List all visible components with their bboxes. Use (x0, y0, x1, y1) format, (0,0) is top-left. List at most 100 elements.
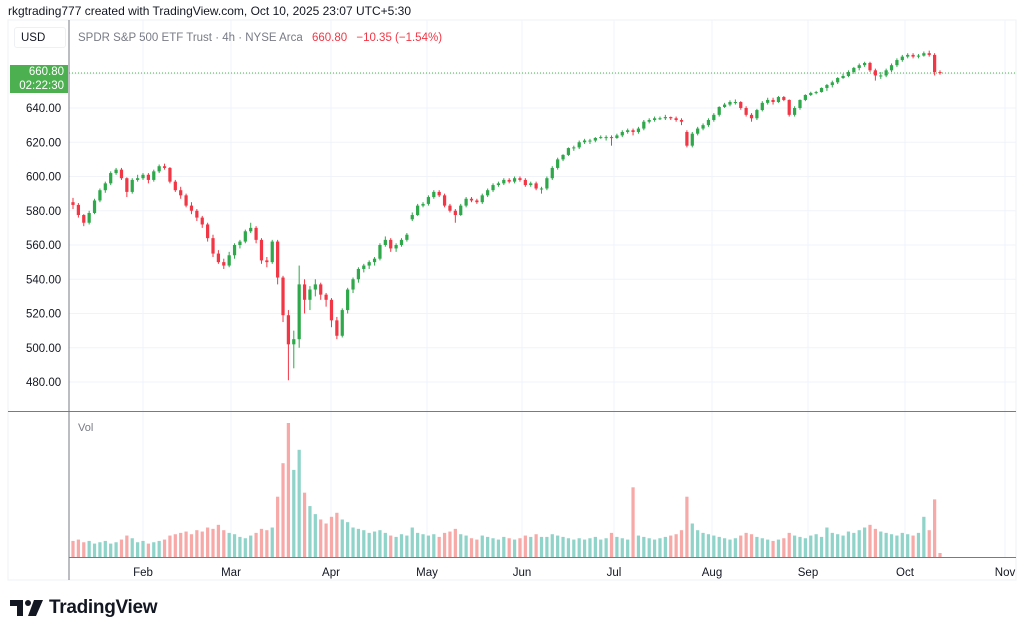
candle-body (932, 54, 937, 73)
candle-body (389, 239, 393, 249)
volume-bar (491, 538, 495, 557)
candle-body (162, 166, 167, 168)
x-tick-label: Aug (702, 567, 722, 579)
volume-bar (518, 538, 522, 557)
x-tick-label: Nov (995, 567, 1016, 579)
volume-bar (103, 540, 107, 557)
candle-body (803, 94, 807, 100)
x-tick-label: Jul (607, 567, 622, 579)
candle-body (168, 167, 172, 182)
candle-body (76, 204, 81, 216)
tradingview-logo-icon (10, 600, 43, 616)
volume-bar (216, 524, 221, 557)
candle-body (308, 289, 312, 300)
candle-body (179, 190, 183, 196)
volume-bar (755, 536, 759, 557)
volume-bar (281, 463, 285, 557)
volume-bar (292, 469, 296, 557)
price-axis[interactable]: 480.00 500.00 520.00 540.00 560.00 580.00 600.… (26, 103, 61, 389)
volume-bar (529, 536, 533, 557)
candle-body (405, 234, 409, 240)
candle-body (852, 67, 856, 73)
candle-body (125, 178, 129, 192)
volume-bar (416, 532, 420, 557)
candle-body (346, 289, 350, 311)
volume-bar (722, 538, 727, 557)
candle-body (152, 171, 156, 180)
volume-bar (146, 543, 151, 557)
currency-button[interactable]: USD (14, 27, 66, 48)
volume-bar (394, 536, 398, 557)
candle-body (399, 239, 404, 245)
candle-body (200, 217, 204, 225)
volume-bar (109, 543, 113, 557)
volume-bar (464, 535, 468, 557)
candle-body (922, 53, 926, 56)
candle-body (862, 62, 867, 66)
volume-bar (486, 536, 490, 557)
time-axis[interactable]: Feb Mar Apr May Jun Jul Aug Sep Oct Nov (133, 567, 1015, 579)
volume-bar (206, 527, 210, 557)
volume-bar (76, 539, 81, 557)
symbol-title: SPDR S&P 500 ETF Trust · 4h · NYSE Arca (78, 32, 303, 44)
candle-body (114, 169, 118, 174)
candle-body (92, 200, 97, 213)
volume-bar (685, 496, 689, 557)
brand-name: TradingView (49, 597, 158, 618)
volume-bar (227, 532, 231, 557)
volume-bar (130, 538, 134, 557)
candles (71, 50, 942, 381)
volume-bar (141, 540, 145, 557)
candle-body (491, 185, 495, 191)
volume-bar (534, 534, 538, 557)
candle-body (593, 137, 597, 141)
candle-body (249, 227, 253, 232)
volume-bar (512, 539, 517, 557)
candle-body (82, 215, 86, 223)
volume-bar (302, 492, 307, 557)
volume-bar (744, 532, 748, 557)
candle-body (286, 315, 291, 345)
candle-body (222, 262, 226, 266)
volume-bar (276, 496, 280, 557)
volume-bar (674, 534, 678, 557)
candle-body (572, 147, 576, 149)
candle-body (319, 284, 323, 295)
candle-body (486, 190, 490, 196)
y-tick-label: 560.00 (26, 240, 61, 252)
volume-bar (399, 534, 404, 557)
candle-body (663, 117, 667, 119)
candle-body (502, 179, 506, 184)
candle-body (378, 245, 382, 259)
candle-body (227, 255, 231, 266)
candle-body (841, 75, 845, 79)
volume-bar (351, 527, 355, 557)
volume-bar (189, 534, 194, 557)
volume-bar (701, 532, 705, 557)
volume-bar (922, 516, 926, 557)
candle-body (98, 190, 102, 201)
candle-body (206, 224, 210, 239)
candle-body (426, 197, 431, 204)
x-tick-label: Jun (513, 567, 532, 579)
y-tick-label: 520.00 (26, 309, 61, 321)
tradingview-logo[interactable]: TradingView (10, 597, 158, 619)
volume-bar (340, 519, 344, 557)
candle-body (340, 310, 344, 336)
candle-body (184, 195, 188, 206)
price-change: −10.35 (−1.54%) (356, 32, 443, 44)
volume-bar (319, 519, 323, 557)
candle-body (906, 54, 910, 57)
candle-body (195, 210, 199, 218)
candle-body (512, 178, 517, 182)
candle-body (523, 179, 527, 186)
candle-body (437, 191, 441, 196)
volume-bar (556, 535, 560, 557)
candle-body (292, 339, 296, 345)
candle-body (868, 62, 872, 71)
candle-body (109, 173, 113, 184)
volume-bars (71, 423, 942, 557)
volume-bar (577, 538, 581, 557)
volume-bar (809, 535, 813, 557)
